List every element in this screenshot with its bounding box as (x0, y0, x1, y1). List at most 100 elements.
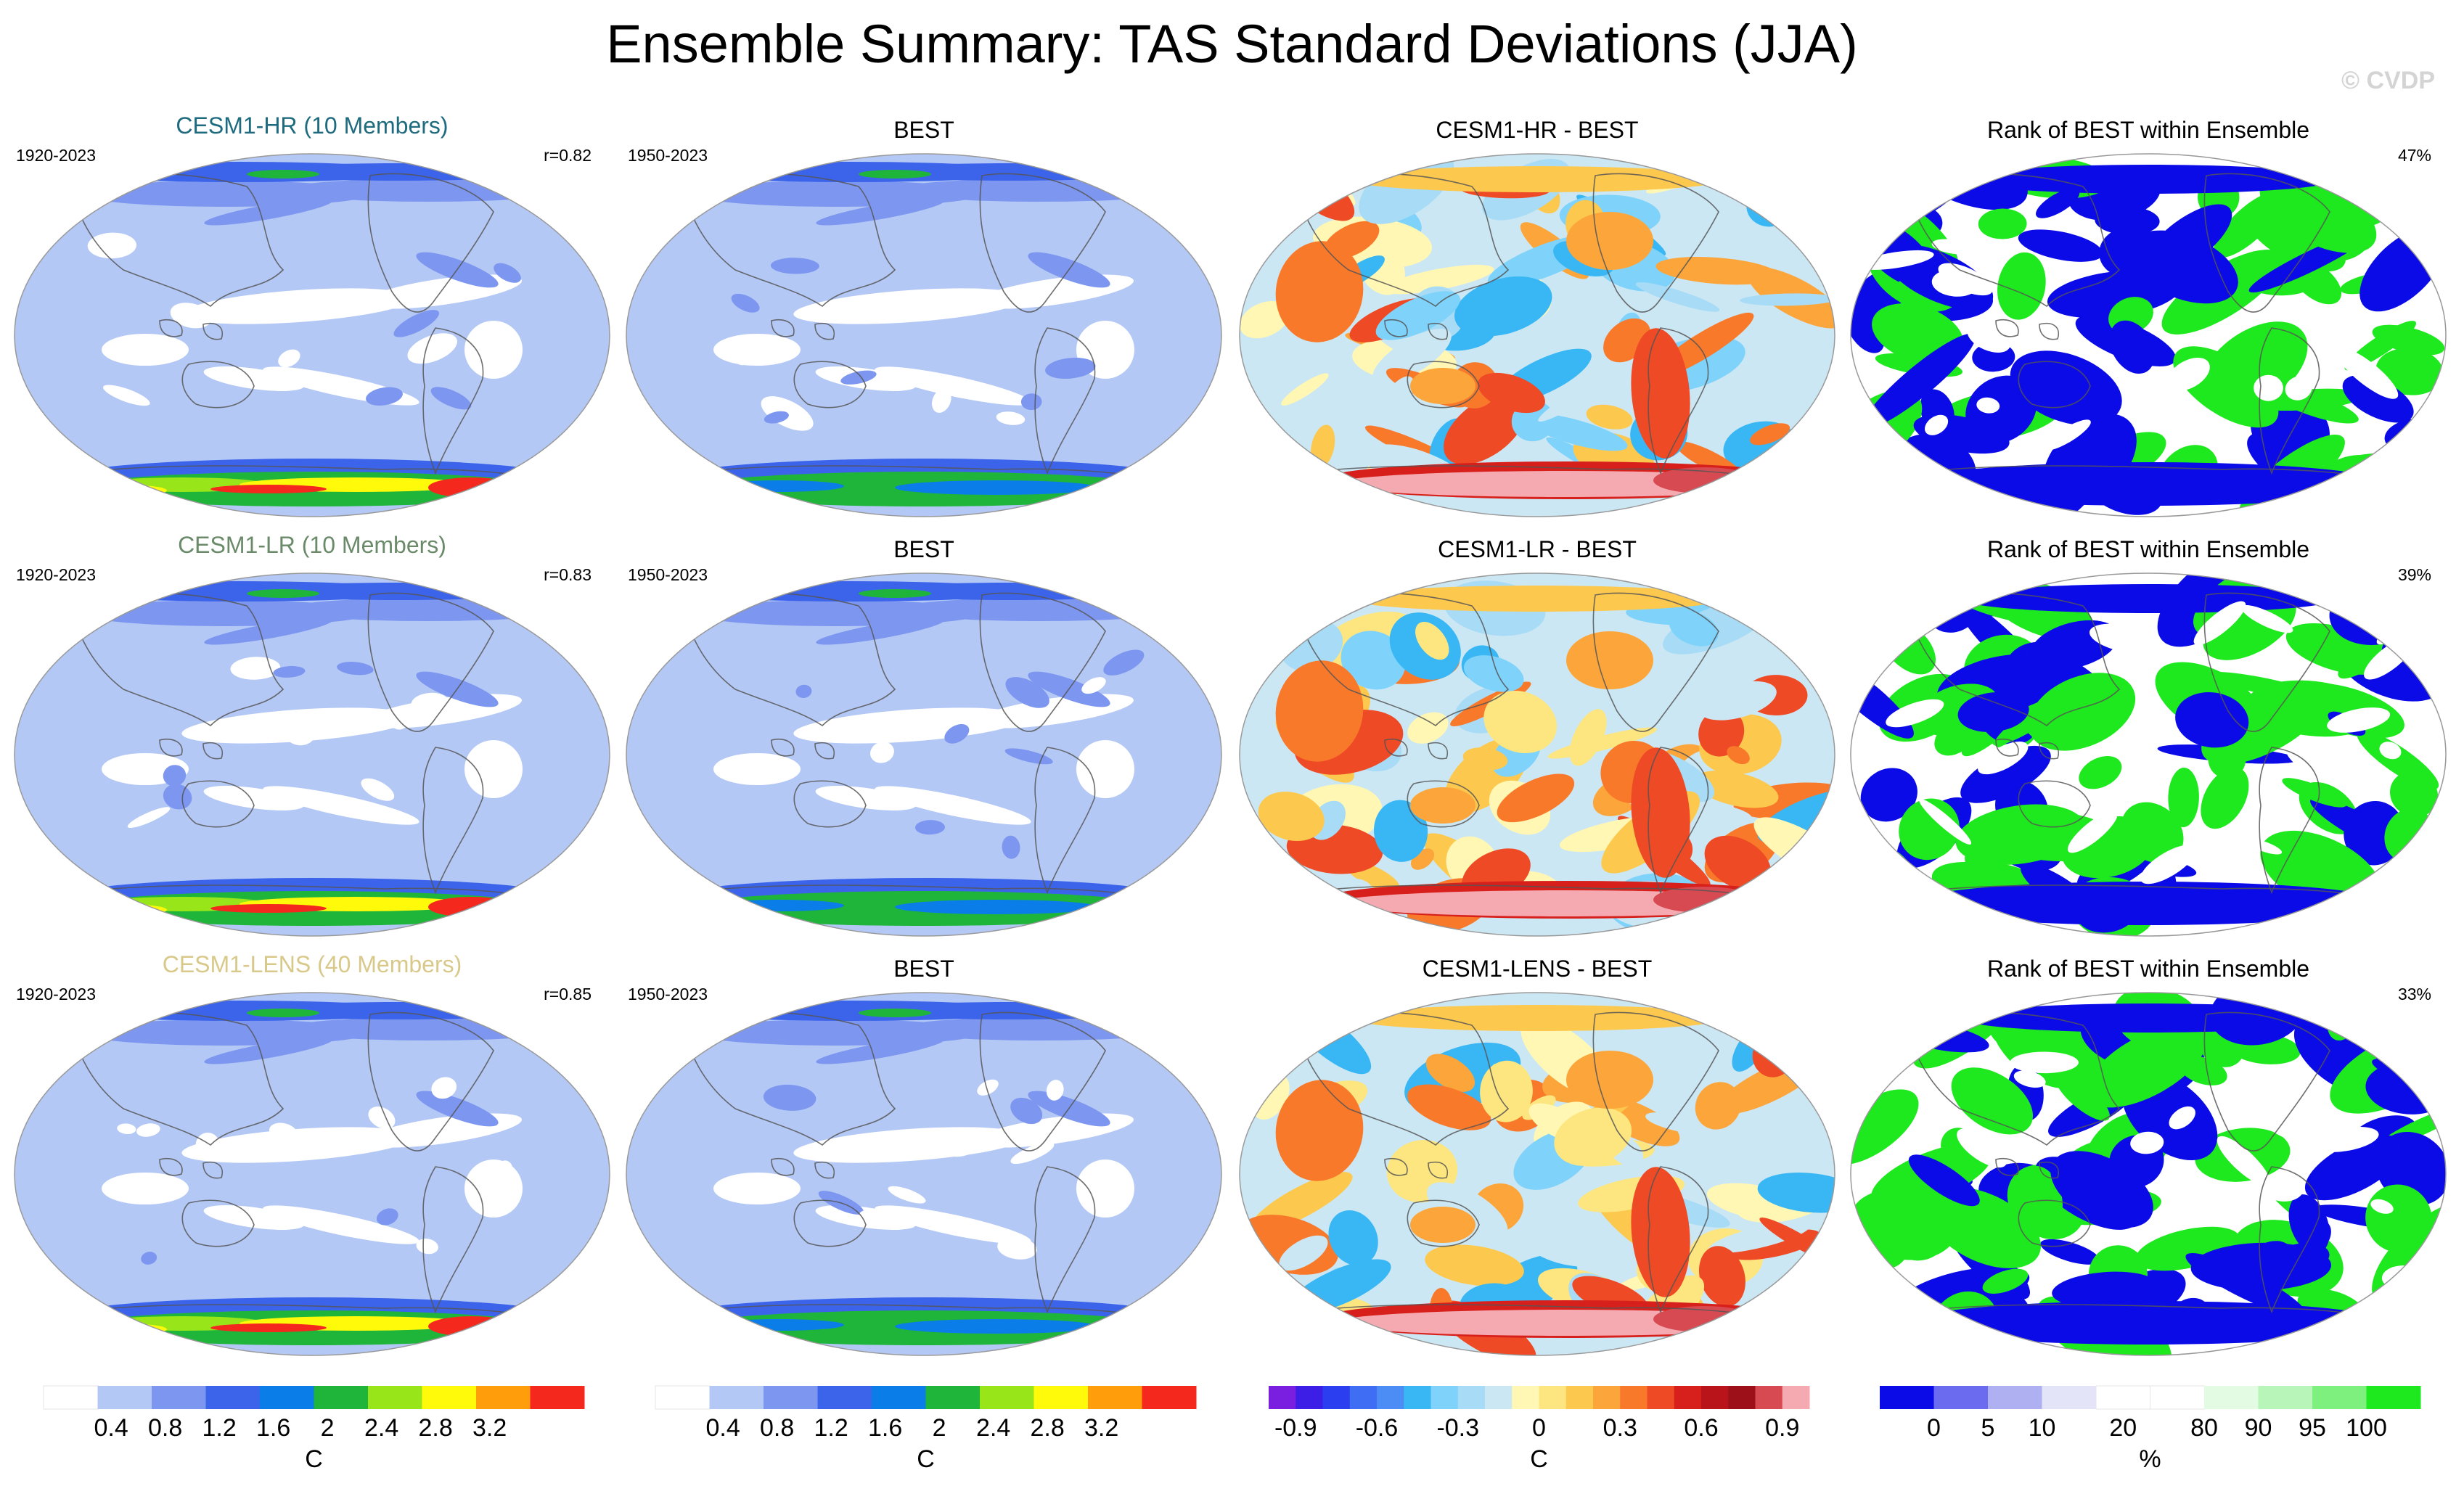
std-contour-28 (285, 722, 315, 746)
diff-contour-41 (1243, 1300, 1330, 1325)
obs-years: 1950-2023 (628, 565, 708, 584)
rank-contour-94 (2217, 1136, 2270, 1186)
std-contour-17 (428, 477, 515, 498)
std-contour-7 (895, 598, 1185, 621)
map-background (626, 154, 1221, 517)
diff-contour-56 (1727, 746, 1750, 765)
map-fill (1240, 154, 1835, 517)
land-outline-1 (793, 361, 867, 409)
colorbar-tick-label: 2.8 (1030, 1414, 1064, 1442)
colorbar-swatch (655, 1385, 711, 1410)
std-contour-17 (763, 1084, 816, 1111)
diff-contour-74 (1348, 1005, 1726, 1031)
land-outline-6 (684, 465, 1164, 481)
std-contour-12 (247, 170, 319, 178)
diff-contour-57 (1240, 1299, 1323, 1355)
map-fill (1851, 993, 2446, 1355)
map-border (1850, 992, 2447, 1356)
rank-contour-92 (1976, 397, 2000, 414)
colorbar-swatch (1404, 1386, 1431, 1409)
rank-map (1850, 153, 2447, 517)
rank-percentage: 39% (2398, 565, 2431, 584)
std-contour-18 (210, 1323, 327, 1332)
colorbar-tick-label: 2.8 (418, 1414, 452, 1442)
std-contour-21 (411, 692, 449, 714)
land-outline-1 (181, 1199, 255, 1247)
colorbar-tick-label: 0.4 (94, 1414, 128, 1442)
land-outline-1 (2018, 780, 2091, 828)
std-contour-19 (80, 485, 167, 496)
colorbar-rank: 0 5 10 20 80 90 95 100% (1880, 1385, 2421, 1473)
std-contour-15 (713, 1319, 844, 1331)
rank-contour-46 (1982, 1268, 2029, 1294)
diff-contour-13 (1341, 631, 1406, 690)
std-contour-7 (283, 1017, 573, 1040)
rank-contour-78 (1957, 691, 2029, 732)
land-outline-1 (181, 361, 255, 409)
rank-contour-73 (1934, 721, 1975, 756)
diff-contour-70 (1275, 1080, 1364, 1181)
colorbar-swatch (422, 1386, 477, 1409)
std-contour-26 (795, 684, 812, 698)
diff-contour-41 (1694, 770, 1779, 808)
rank-contour-22 (1997, 252, 2046, 320)
map-border (14, 153, 610, 517)
std-contour-22 (267, 369, 295, 388)
colorbar-swatch (872, 1386, 926, 1409)
colorbar-tick-label: 2 (321, 1414, 335, 1442)
rank-contour-90 (2285, 376, 2312, 401)
std-contour-4 (713, 1173, 801, 1204)
colorbar-tick-label: 20 (2109, 1414, 2137, 1442)
std-contour-26 (494, 263, 521, 283)
land-outline-0 (72, 1011, 285, 1146)
colorbar-swatch (1782, 1386, 1810, 1409)
std-contour-8 (816, 1037, 945, 1064)
rank-contour-82 (1919, 799, 1972, 845)
coastline-layer (684, 1011, 1164, 1320)
colorbar-swatch (1034, 1386, 1089, 1409)
diff-contour-34 (1415, 622, 1449, 660)
rank-contour-60 (2052, 1271, 2158, 1308)
rank-contour-35 (2376, 891, 2446, 914)
colorbar-unit: C (1530, 1445, 1548, 1473)
std-contour-2 (815, 786, 917, 810)
diff-contour-22 (1786, 605, 1814, 631)
land-outline-6 (72, 465, 552, 481)
rank-contour-93 (2043, 419, 2091, 451)
land-outline-3 (1648, 327, 1709, 475)
map-background (15, 154, 610, 517)
colorbar-swatch (2258, 1386, 2313, 1409)
std-contour-24 (1046, 1080, 1064, 1101)
colorbar-swatch (2366, 1386, 2421, 1409)
colorbar-swatch (1430, 1386, 1459, 1409)
colorbar-tick-label: 3.2 (472, 1414, 507, 1442)
colorbar-tick-label: 3.2 (1084, 1414, 1118, 1442)
colorbar-tick-label: 0.8 (760, 1414, 794, 1442)
map-border (626, 153, 1222, 517)
std-contour-15 (713, 480, 844, 492)
std-contour-25 (230, 657, 281, 680)
land-outline-6 (72, 884, 552, 900)
std-contour-5 (1076, 1159, 1134, 1218)
std-contour-8 (204, 198, 333, 226)
land-outline-2 (367, 592, 494, 732)
diff-contour-42 (1281, 373, 1329, 406)
std-contour-5 (464, 1159, 523, 1218)
std-contour-28 (430, 387, 472, 410)
std-contour-0 (181, 288, 414, 324)
coastline-layer (72, 591, 552, 900)
land-outline-5 (1428, 742, 1448, 760)
diff-contour-51 (1698, 708, 1745, 757)
colorbar-tick-label: 0.3 (1603, 1414, 1637, 1442)
pattern-correlation: r=0.83 (544, 565, 592, 584)
land-outline-1 (2018, 1199, 2091, 1247)
colorbar-swatch (2042, 1386, 2097, 1409)
diff-contour-71 (1631, 747, 1690, 878)
rank-contour-78 (2109, 320, 2155, 374)
diff-contour-58 (1704, 835, 1772, 891)
land-outline-5 (814, 323, 835, 340)
std-contour-3 (263, 1205, 419, 1244)
map-background (15, 573, 610, 936)
land-outline-5 (2039, 323, 2059, 340)
diff-contour-55 (1407, 1084, 1491, 1130)
